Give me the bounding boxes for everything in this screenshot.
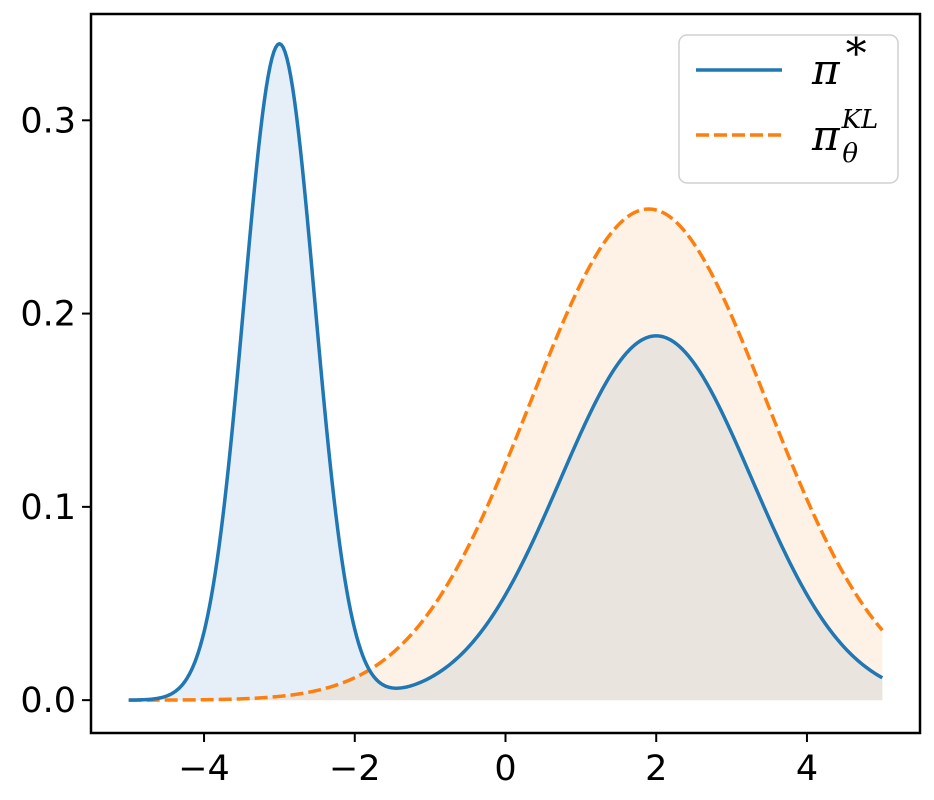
x-tick-label: 0 — [494, 749, 516, 789]
y-tick-label: 0.3 — [20, 101, 76, 141]
series-line-pi-theta-kl — [128, 207, 884, 702]
area-fill-overlap — [128, 335, 883, 701]
x-tick-label: −4 — [178, 749, 230, 789]
series-lines — [128, 42, 884, 702]
y-axis: 0.0 0.1 0.2 0.3 — [20, 101, 91, 721]
x-axis: −4 −2 0 2 4 — [178, 733, 818, 789]
area-fills — [128, 43, 883, 701]
x-tick-label: 2 — [645, 749, 667, 789]
series-line-pi-star — [128, 42, 884, 702]
legend-label-pi-theta-kl: πKL θ — [811, 105, 878, 169]
y-tick-label: 0.1 — [20, 488, 76, 528]
legend-label-pi-star: π * — [811, 29, 867, 94]
x-tick-label: 4 — [796, 749, 818, 789]
legend: π * πKL θ — [678, 29, 899, 184]
legend-box — [678, 34, 899, 184]
x-tick-label: −2 — [329, 749, 381, 789]
y-tick-label: 0.0 — [20, 681, 76, 721]
y-tick-label: 0.2 — [20, 295, 76, 335]
